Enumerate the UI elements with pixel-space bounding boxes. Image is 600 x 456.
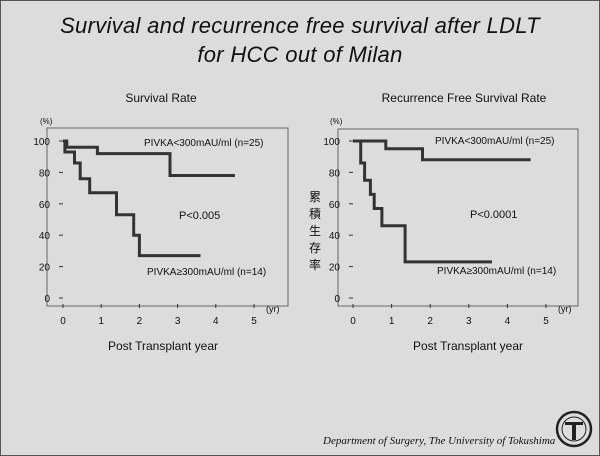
chart1-xtick-0: 0 <box>60 316 66 327</box>
chart2-ytick-80: 80 <box>329 168 341 179</box>
chart2-series-1-line <box>353 139 531 162</box>
chart1-ytick-20: 20 <box>39 263 51 274</box>
chart1-ytick-80: 80 <box>39 168 51 179</box>
chart1-ytick-40: 40 <box>39 231 51 242</box>
chart2-ytick-20: 20 <box>329 263 341 274</box>
chart2-title: Recurrence Free Survival Rate <box>382 91 547 105</box>
chart2-xtick-0: 0 <box>350 316 356 327</box>
chart1-xtick-3: 3 <box>175 316 181 327</box>
chart2-ytick-100: 100 <box>323 137 340 148</box>
slide-title-line1: Survival and recurrence free survival af… <box>60 13 540 38</box>
chart2-y-unit: (%) <box>330 117 343 126</box>
chart2-frame <box>337 128 579 307</box>
chart2-ylabel: 累積生存率 <box>309 190 321 272</box>
chart1-title: Survival Rate <box>125 91 197 105</box>
chart2-legend-series-1: PIVKA<300mAU/ml (n=25) <box>435 136 555 147</box>
chart2-xtick-2: 2 <box>427 316 433 327</box>
chart1-xtick-2: 2 <box>137 316 143 327</box>
chart1-ytick-0: 0 <box>44 294 50 305</box>
footer-credit: Department of Surgery, The University of… <box>323 435 556 447</box>
chart1-pvalue: P<0.005 <box>179 210 220 222</box>
chart2-xtick-3: 3 <box>466 316 472 327</box>
chart1-x-unit: (yr) <box>266 304 280 314</box>
chart1-series-1-line <box>63 139 235 177</box>
chart1-xtick-4: 4 <box>213 316 219 327</box>
chart2-xlabel: Post Transplant year <box>413 339 523 353</box>
chart2-ytick-0: 0 <box>334 294 340 305</box>
chart1-frame <box>46 127 289 307</box>
chart1-ytick-100: 100 <box>33 137 50 148</box>
chart2-series-2-line <box>353 139 492 264</box>
chart2-pvalue: P<0.0001 <box>470 209 517 221</box>
chart2-legend-series-2: PIVKA≥300mAU/ml (n=14) <box>437 266 556 277</box>
chart2-xtick-1: 1 <box>389 316 395 327</box>
chart2-ytick-40: 40 <box>329 231 341 242</box>
chart1-xtick-5: 5 <box>251 316 257 327</box>
chart1-xtick-1: 1 <box>98 316 104 327</box>
chart2-ytick-60: 60 <box>329 200 341 211</box>
chart2-xtick-4: 4 <box>505 316 511 327</box>
chart2-x-unit: (yr) <box>558 304 572 314</box>
chart1-legend-series-1: PIVKA<300mAU/ml (n=25) <box>144 138 264 149</box>
chart1-y-unit: (%) <box>40 117 53 126</box>
slide-title-line2: for HCC out of Milan <box>197 42 403 67</box>
university-logo <box>555 407 593 456</box>
chart1-xlabel: Post Transplant year <box>108 339 218 353</box>
chart2-xtick-5: 5 <box>543 316 549 327</box>
chart1-series-2-line <box>63 139 201 258</box>
chart1-ytick-60: 60 <box>39 200 51 211</box>
chart1-legend-series-2: PIVKA≥300mAU/ml (n=14) <box>147 267 266 278</box>
